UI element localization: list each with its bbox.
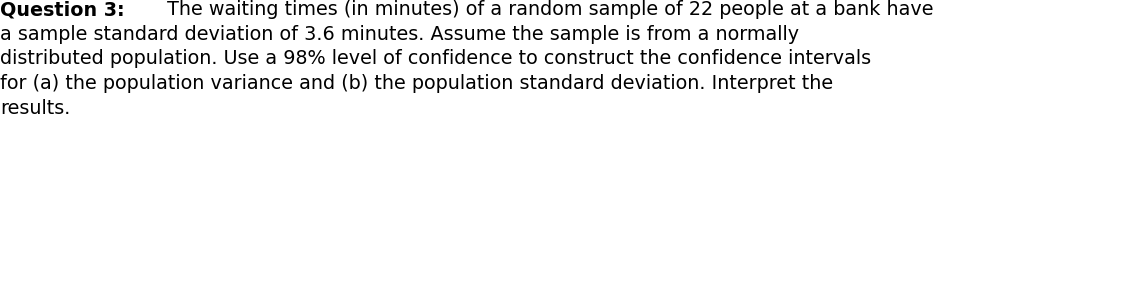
Text: for (a) the population variance and (b) the population standard deviation. Inter: for (a) the population variance and (b) … [0, 74, 834, 93]
Text: a sample standard deviation of 3.6 minutes. Assume the sample is from a normally: a sample standard deviation of 3.6 minut… [0, 25, 799, 44]
Text: Question 3:: Question 3: [0, 0, 125, 19]
Text: results.: results. [0, 99, 71, 118]
Text: distributed population. Use a 98% level of confidence to construct the confidenc: distributed population. Use a 98% level … [0, 49, 871, 68]
Text: The waiting times (in minutes) of a random sample of 22 people at a bank have: The waiting times (in minutes) of a rand… [161, 0, 934, 19]
